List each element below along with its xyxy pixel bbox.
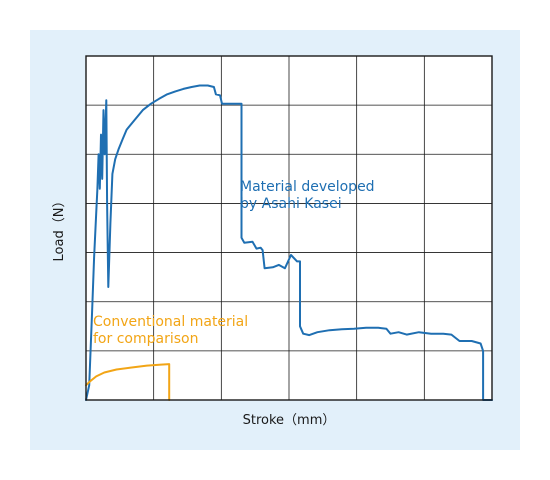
annotation-conventional-line: for comparison: [93, 331, 198, 347]
grid: [86, 56, 492, 400]
annotation-asahi-line: Material developed: [240, 179, 375, 195]
plot-frame: [85, 55, 493, 401]
chart-panel: Material developed by Asahi Kasei Conventi…: [30, 30, 520, 450]
series-line-conventional: [85, 363, 171, 401]
annotation-asahi-line: by Asahi Kasei: [240, 196, 342, 212]
y-axis-label: Load（N）: [52, 195, 67, 262]
x-axis-label: Stroke（mm）: [243, 413, 336, 428]
series-layer: [85, 84, 493, 401]
series-line-asahi: [85, 84, 493, 401]
annotation-conventional-line: Conventional material: [93, 314, 248, 330]
